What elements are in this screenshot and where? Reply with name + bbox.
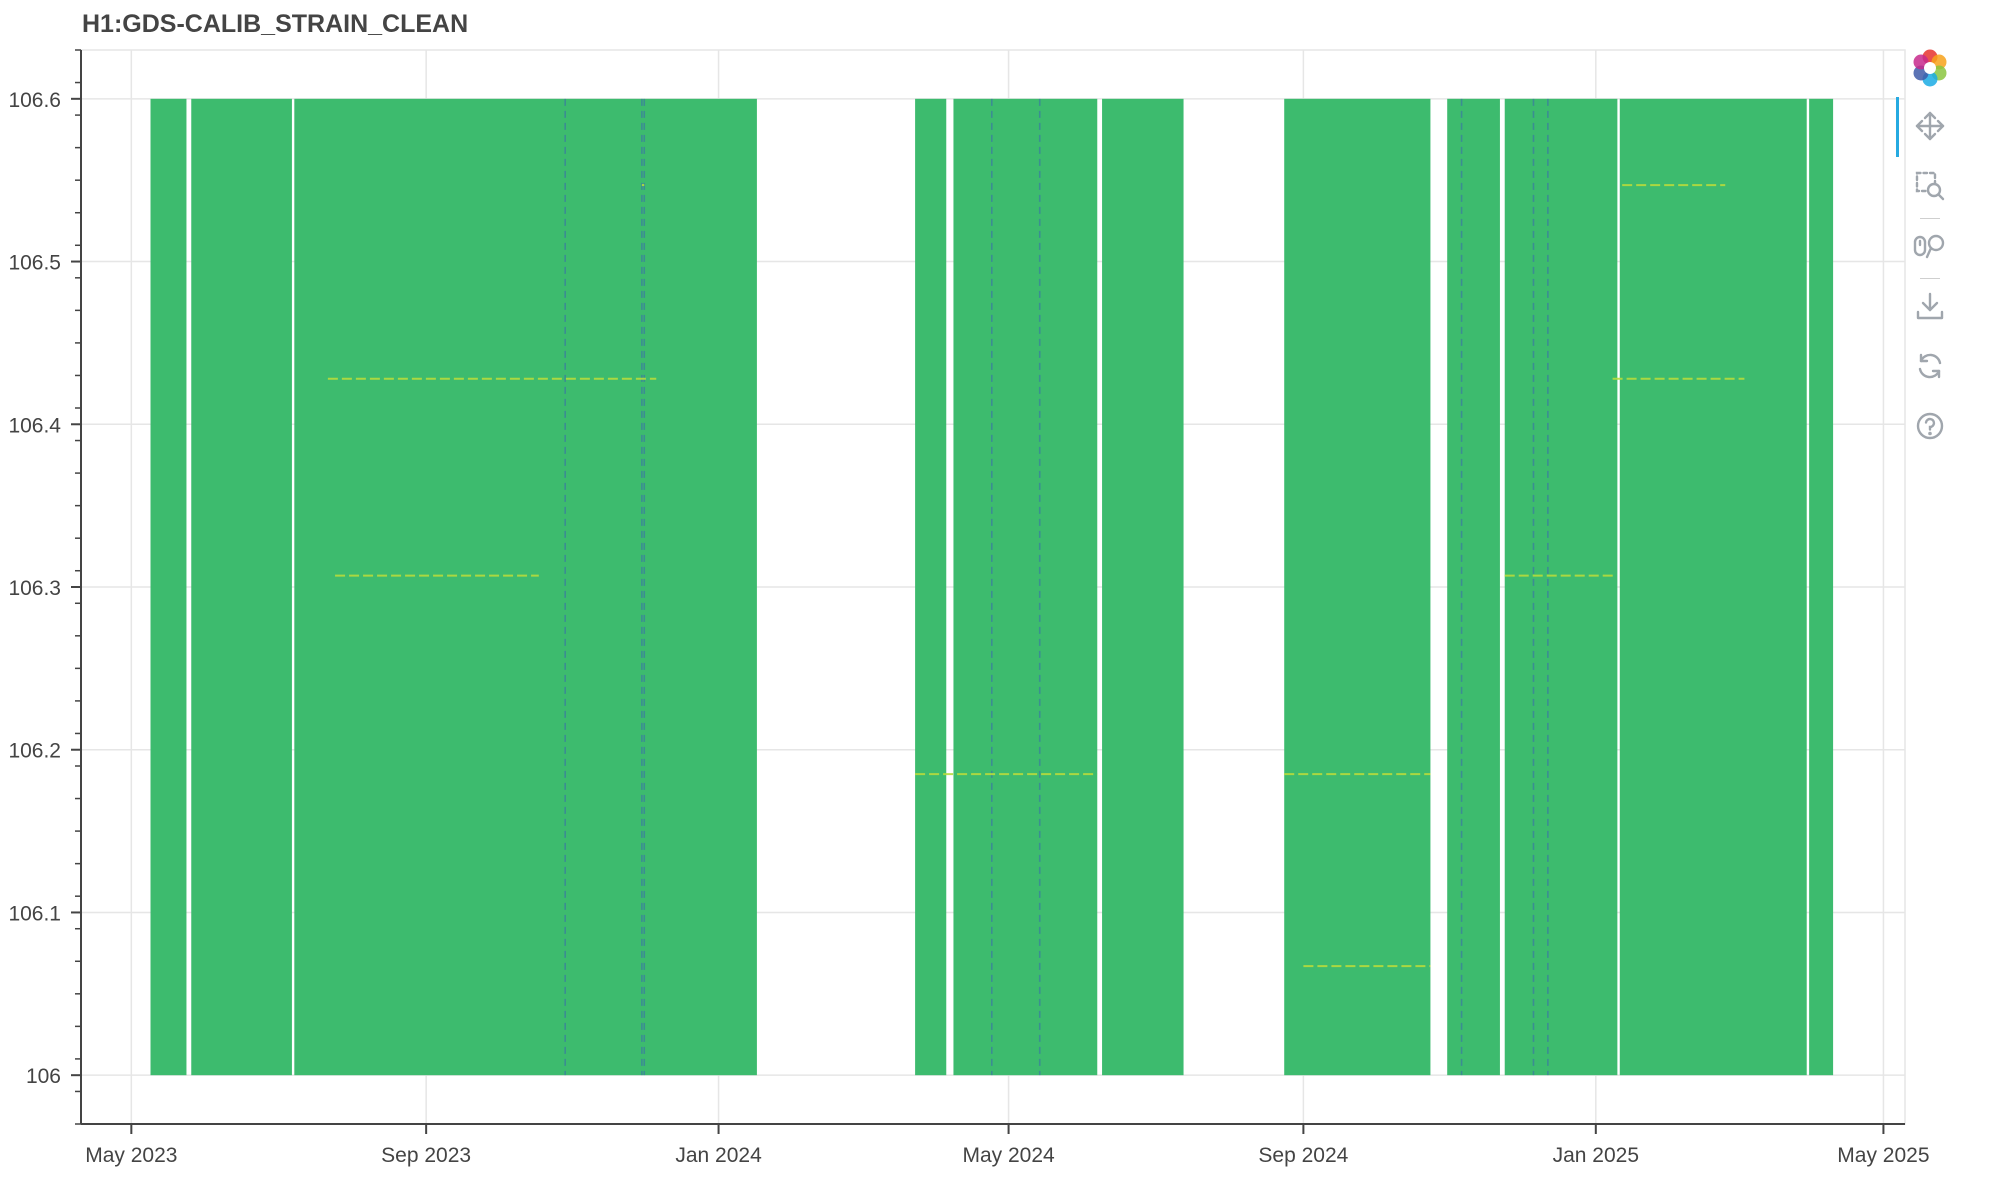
x-tick-label: Sep 2023 bbox=[381, 1144, 471, 1167]
y-tick-label: 106.4 bbox=[8, 414, 61, 437]
data-segment bbox=[150, 98, 187, 1076]
chart-title: H1:GDS-CALIB_STRAIN_CLEAN bbox=[82, 10, 469, 38]
pan-icon[interactable] bbox=[1910, 106, 1950, 146]
y-tick-label: 106.5 bbox=[8, 252, 61, 275]
y-tick-label: 106.6 bbox=[8, 89, 61, 112]
x-tick-label: May 2023 bbox=[85, 1144, 177, 1167]
x-tick-label: Jan 2024 bbox=[675, 1144, 762, 1167]
y-tick-label: 106.2 bbox=[8, 740, 61, 763]
data-segment bbox=[1102, 98, 1184, 1076]
axis-layer: 106 106.1 106.2 106.3 106.4 106.5 106.6 May 202… bbox=[8, 49, 1930, 1167]
y-tick-label: 106.3 bbox=[8, 577, 61, 600]
active-tool-indicator bbox=[1896, 97, 1899, 157]
wheel-zoom-icon[interactable] bbox=[1910, 226, 1950, 266]
help-icon[interactable] bbox=[1910, 406, 1950, 446]
data-segment bbox=[191, 98, 292, 1076]
data-layer bbox=[150, 98, 1834, 1076]
data-segment bbox=[1284, 98, 1431, 1076]
x-tick-label: May 2025 bbox=[1837, 1144, 1929, 1167]
y-tick-label: 106 bbox=[26, 1065, 61, 1088]
feature-lines-layer bbox=[327, 98, 1745, 1076]
x-tick-label: Jan 2025 bbox=[1553, 1144, 1639, 1167]
data-segment bbox=[294, 98, 757, 1076]
data-segment bbox=[1504, 98, 1618, 1076]
data-segment bbox=[953, 98, 1098, 1076]
toolbar-divider bbox=[1920, 218, 1940, 219]
reset-icon[interactable] bbox=[1910, 346, 1950, 386]
y-tick-label: 106.1 bbox=[8, 902, 61, 925]
save-icon[interactable] bbox=[1910, 286, 1950, 326]
x-tick-label: May 2024 bbox=[962, 1144, 1055, 1167]
toolbar bbox=[1896, 42, 1966, 462]
x-tick-label: Sep 2024 bbox=[1258, 1144, 1348, 1167]
box-zoom-icon[interactable] bbox=[1910, 166, 1950, 206]
toolbar-divider bbox=[1920, 278, 1940, 279]
data-segment bbox=[1809, 98, 1834, 1076]
data-segment bbox=[1447, 98, 1500, 1076]
data-segment bbox=[1619, 98, 1807, 1076]
data-segment bbox=[915, 98, 947, 1076]
bokeh-logo-icon bbox=[1910, 48, 1950, 88]
